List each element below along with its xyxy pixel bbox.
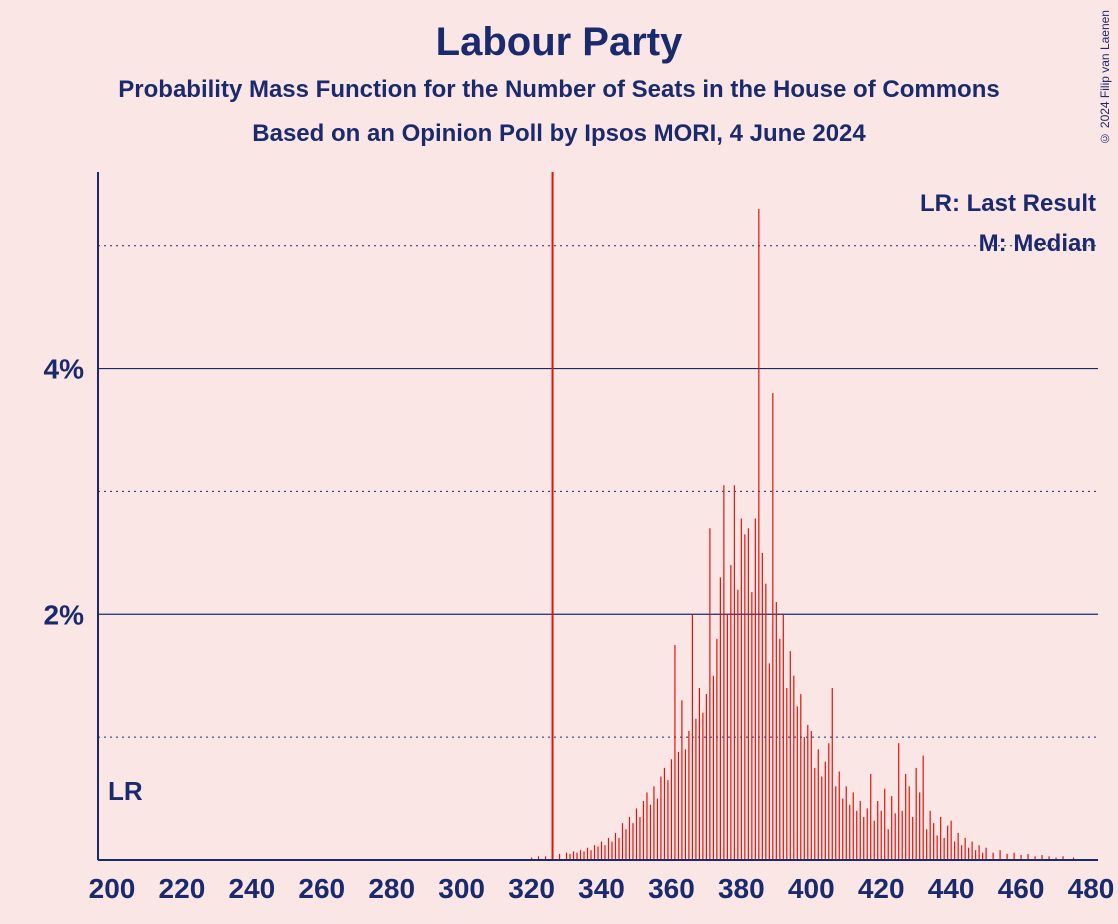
x-tick-label: 340 bbox=[578, 873, 625, 904]
x-tick-label: 260 bbox=[298, 873, 345, 904]
y-tick-label: 4% bbox=[44, 354, 85, 385]
x-tick-label: 320 bbox=[508, 873, 555, 904]
x-tick-label: 460 bbox=[998, 873, 1045, 904]
y-tick-label: 2% bbox=[44, 599, 85, 630]
x-tick-label: 300 bbox=[438, 873, 485, 904]
x-tick-label: 440 bbox=[928, 873, 975, 904]
x-tick-label: 420 bbox=[858, 873, 905, 904]
x-tick-label: 400 bbox=[788, 873, 835, 904]
x-tick-label: 200 bbox=[89, 873, 136, 904]
x-tick-label: 220 bbox=[159, 873, 206, 904]
pmf-chart: 2% 4% LR 200 220 240 260 280 300 320 340 360 380 400 4… bbox=[0, 0, 1118, 924]
x-tick-label: 480 bbox=[1068, 873, 1115, 904]
last-result-label: LR bbox=[108, 776, 143, 806]
x-tick-label: 280 bbox=[368, 873, 415, 904]
x-tick-label: 360 bbox=[648, 873, 695, 904]
x-tick-label: 380 bbox=[718, 873, 765, 904]
x-tick-label: 240 bbox=[228, 873, 275, 904]
